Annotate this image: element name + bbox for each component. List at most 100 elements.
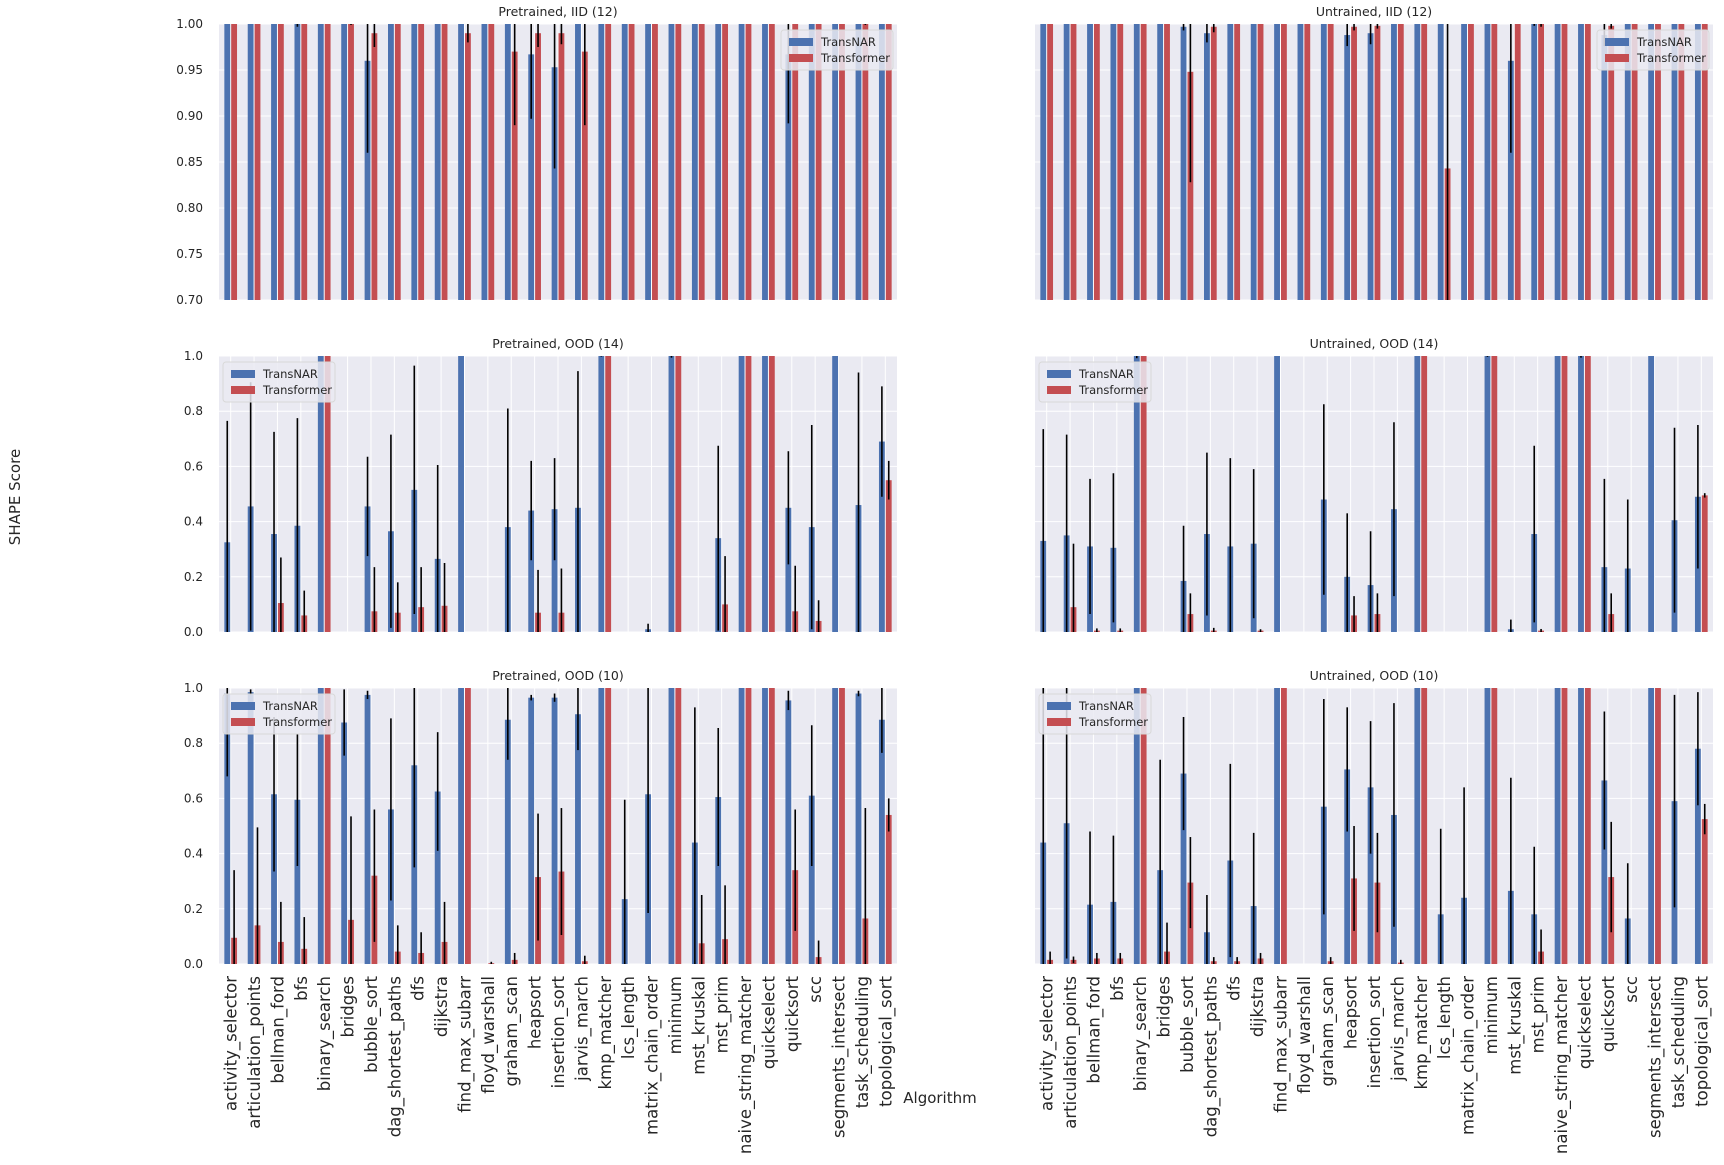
- bar-transnar-naive_string_matcher: [738, 688, 745, 964]
- subplot-title: Untrained, IID (12): [1316, 4, 1432, 19]
- bar-transnar-naive_string_matcher: [1554, 688, 1561, 964]
- bar-transnar-activity_selector: [224, 24, 231, 300]
- bar-transnar-minimum: [668, 24, 675, 300]
- bar-transnar-bfs: [294, 799, 301, 964]
- bar-transformer-dfs: [418, 24, 425, 300]
- bar-transnar-naive_string_matcher: [1554, 356, 1561, 632]
- bar-transnar-kmp_matcher: [1414, 24, 1421, 300]
- bar-transformer-quicksort: [1608, 25, 1615, 301]
- bar-transnar-heapsort: [528, 510, 535, 632]
- x-tick-label: dijkstra: [1248, 976, 1267, 1037]
- bar-transnar-dijkstra: [1250, 24, 1257, 300]
- legend-label-transformer: Transformer: [1636, 51, 1706, 65]
- bar-transformer-matrix_chain_order: [652, 24, 658, 300]
- y-tick-label: 1.00: [176, 17, 203, 31]
- y-tick-label: 0.6: [184, 459, 203, 473]
- x-tick-label: matrix_chain_order: [643, 976, 663, 1135]
- bar-transformer-dag_shortest_paths: [1210, 26, 1217, 300]
- bar-transnar-quickselect: [1578, 356, 1584, 632]
- bar-transnar-task_scheduling: [855, 693, 862, 964]
- bar-transnar-quicksort: [785, 507, 792, 632]
- bar-transformer-naive_string_matcher: [745, 688, 752, 964]
- x-tick-label: floyd_warshall: [1295, 976, 1315, 1094]
- bar-transformer-kmp_matcher: [1421, 688, 1428, 964]
- bar-transnar-floyd_warshall: [1297, 24, 1304, 300]
- x-tick-label: mst_kruskal: [689, 976, 709, 1075]
- bar-transformer-topological_sort: [885, 814, 892, 964]
- legend-label-transformer: Transformer: [1078, 383, 1148, 397]
- bar-transnar-find_max_subarr: [1274, 356, 1280, 632]
- bar-transnar-lcs_length: [621, 24, 628, 300]
- bar-transformer-minimum: [675, 24, 682, 300]
- bar-transnar-bubble_sort: [364, 694, 371, 964]
- x-tick-label: dfs: [1225, 976, 1244, 1001]
- subplot-1: 0.70 0.75 0.80 0.85 0.90 0.95 1.00 Pretrained, …: [176, 4, 897, 307]
- legend-label-transnar: TransNAR: [1078, 367, 1134, 381]
- bar-transnar-bubble_sort: [1180, 773, 1187, 964]
- bar-transnar-find_max_subarr: [458, 24, 464, 300]
- legend-label-transnar: TransNAR: [262, 367, 318, 381]
- bar-transnar-find_max_subarr: [458, 688, 464, 964]
- bar-transformer-find_max_subarr: [464, 688, 471, 964]
- legend-swatch-transnar: [231, 702, 255, 710]
- legend-swatch-transformer: [1047, 718, 1071, 726]
- bar-transnar-quicksort: [1601, 35, 1608, 300]
- bar-transnar-graham_scan: [504, 719, 511, 964]
- bar-transnar-floyd_warshall: [481, 24, 488, 300]
- x-tick-label: kmp_matcher: [1412, 976, 1432, 1090]
- bar-transnar-jarvis_march: [575, 714, 581, 964]
- bar-transformer-naive_string_matcher: [1561, 688, 1568, 964]
- bar-transnar-heapsort: [1344, 35, 1351, 300]
- bar-transformer-minimum: [675, 688, 682, 964]
- bar-transnar-topological_sort: [878, 441, 885, 632]
- bar-transformer-bubble_sort: [1187, 71, 1194, 300]
- subplot-3: 0.0 0.2 0.4 0.6 0.8 1.0 Pretrained, OOD (14) Tr…: [184, 336, 897, 639]
- legend: TransNAR Transformer: [1038, 693, 1152, 735]
- bar-transformer-quickselect: [768, 688, 775, 964]
- x-tick-label: find_max_subarr: [1271, 976, 1291, 1113]
- legend-label-transformer: Transformer: [262, 383, 332, 397]
- x-tick-label: articulation_points: [1061, 976, 1081, 1129]
- bar-transformer-minimum: [1491, 688, 1498, 964]
- bar-transnar-bubble_sort: [364, 60, 371, 300]
- bar-transnar-scc: [1624, 24, 1631, 300]
- y-tick-label: 0.75: [176, 247, 203, 261]
- bar-transnar-kmp_matcher: [1414, 356, 1421, 632]
- bar-transnar-insertion_sort: [1367, 33, 1374, 300]
- bar-transformer-mst_kruskal: [1514, 24, 1521, 300]
- bar-transformer-binary_search: [324, 688, 331, 964]
- bar-transformer-dfs: [1234, 24, 1241, 300]
- legend-swatch-transformer: [231, 386, 255, 394]
- x-tick-label: dag_shortest_paths: [385, 976, 405, 1137]
- bar-transnar-binary_search: [317, 688, 324, 964]
- bar-transformer-task_scheduling: [862, 24, 869, 300]
- x-tick-label: bubble_sort: [1178, 975, 1198, 1072]
- bar-transformer-activity_selector: [231, 24, 238, 300]
- x-tick-label: naive_string_matcher: [736, 976, 756, 1154]
- y-tick-label: 0.85: [176, 155, 203, 169]
- bar-transnar-activity_selector: [1040, 24, 1047, 300]
- legend-label-transnar: TransNAR: [1636, 35, 1692, 49]
- legend-label-transformer: Transformer: [262, 715, 332, 729]
- bar-transformer-minimum: [1491, 356, 1498, 632]
- bar-transformer-task_scheduling: [1678, 24, 1685, 300]
- bar-transnar-kmp_matcher: [598, 356, 605, 632]
- bar-transnar-scc: [808, 795, 815, 964]
- legend: TransNAR Transformer: [222, 693, 336, 735]
- bar-transformer-naive_string_matcher: [745, 356, 752, 632]
- x-tick-label: topological_sort: [876, 975, 896, 1106]
- x-tick-label: graham_scan: [1318, 976, 1338, 1087]
- bar-transnar-minimum: [1484, 688, 1491, 964]
- bar-transnar-kmp_matcher: [598, 24, 605, 300]
- bar-transformer-mst_kruskal: [698, 24, 705, 300]
- x-tick-label: graham_scan: [502, 976, 522, 1087]
- bar-transnar-quicksort: [785, 54, 792, 300]
- bar-transnar-bfs: [1110, 24, 1117, 300]
- bar-transnar-matrix_chain_order: [1461, 24, 1468, 300]
- bar-transnar-bubble_sort: [1180, 26, 1187, 300]
- bar-transnar-dfs: [1227, 24, 1234, 300]
- x-tick-label: lcs_length: [619, 976, 639, 1059]
- legend-swatch-transformer: [231, 718, 255, 726]
- x-tick-label: dag_shortest_paths: [1201, 976, 1221, 1137]
- x-tick-label: floyd_warshall: [479, 976, 499, 1094]
